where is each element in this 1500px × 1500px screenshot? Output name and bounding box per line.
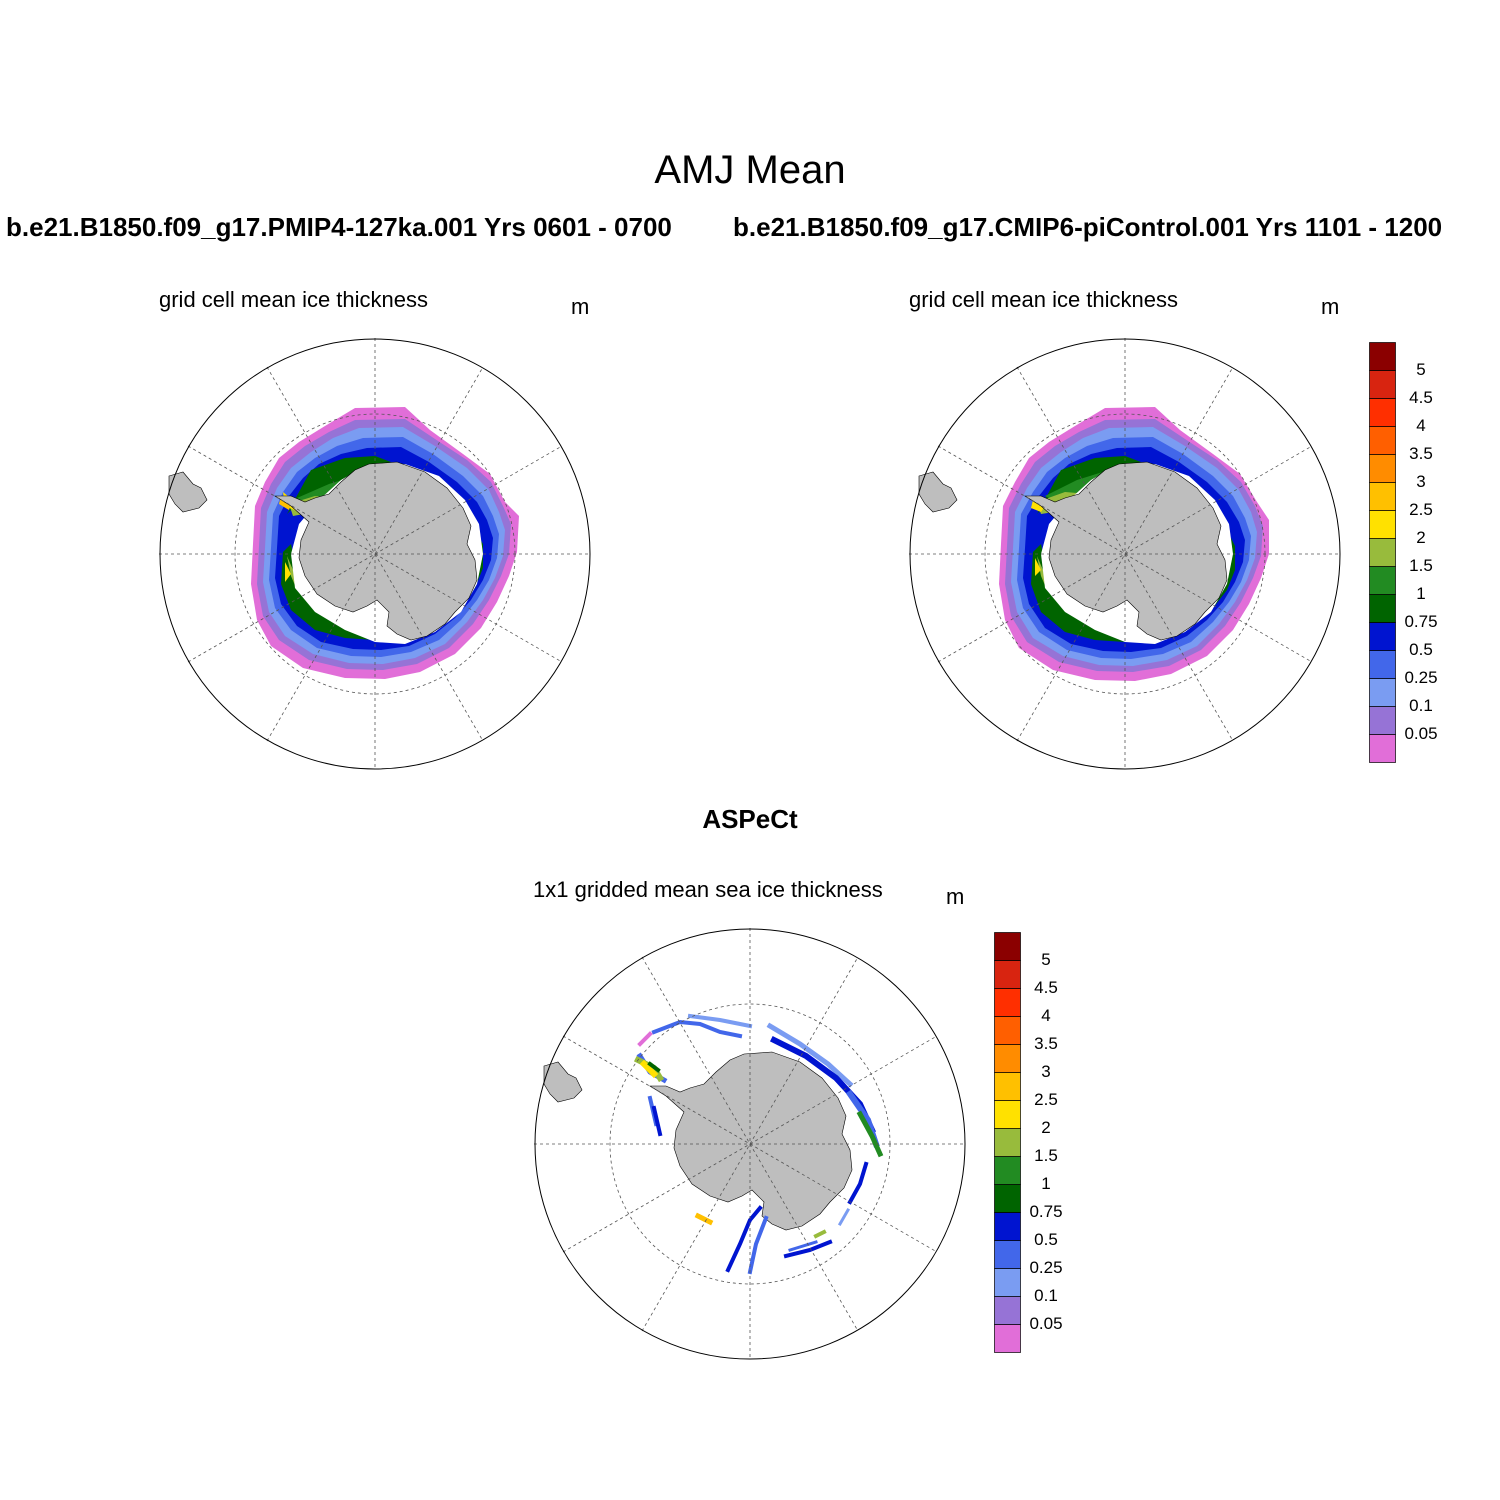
colorbar-swatch <box>994 1016 1021 1045</box>
colorbar-swatch <box>1369 706 1396 735</box>
colorbar-swatch <box>1369 734 1396 763</box>
bottom-antarctica-landmass <box>648 1051 853 1231</box>
colorbar-tick-label: 0.75 <box>1404 612 1438 631</box>
colorbar-tick-label: 1 <box>1416 584 1426 603</box>
right-map-boundary <box>909 338 1341 770</box>
left-map-boundary <box>159 338 591 770</box>
bottom-colorbar: 0.05 0.1 0.25 0.5 0.75 1 1.5 2 2.5 3 3.5 4 4.5 5 <box>994 932 1074 1359</box>
colorbar-swatch <box>994 1044 1021 1073</box>
colorbar-swatch <box>1369 454 1396 483</box>
left-variable-label: grid cell mean ice thickness <box>159 287 429 312</box>
bottom-units-label: m <box>946 884 965 909</box>
left-case-title: b.e21.B1850.f09_g17.PMIP4-127ka.001 Yrs … <box>6 212 672 242</box>
left-polar-map <box>159 338 591 770</box>
bottom-case-title: ASPeCt <box>702 804 798 834</box>
bottom-observation-tracks <box>633 1013 884 1275</box>
colorbar-swatch <box>1369 594 1396 623</box>
colorbar-tick-label: 0.75 <box>1029 1202 1063 1221</box>
bottom-polar-map <box>534 928 966 1360</box>
colorbar-swatch <box>994 960 1021 989</box>
colorbar-swatch <box>1369 650 1396 679</box>
colorbar-tick-label: 3 <box>1416 472 1426 491</box>
colorbar-tick-label: 3.5 <box>1034 1034 1058 1053</box>
colorbar-tick-label: 0.1 <box>1034 1286 1058 1305</box>
colorbar-swatch <box>1369 538 1396 567</box>
right-antarctica-landmass <box>1023 461 1233 644</box>
right-variable-label: grid cell mean ice thickness <box>909 287 1179 312</box>
colorbar-tick-label: 3.5 <box>1409 444 1433 463</box>
colorbar-tick-label: 0.5 <box>1409 640 1433 659</box>
colorbar-swatch <box>1369 678 1396 707</box>
colorbar-tick-label: 4.5 <box>1034 978 1058 997</box>
bottom-south-america-tip <box>543 1061 583 1103</box>
colorbar-tick-label: 4 <box>1041 1006 1051 1025</box>
right-units-label: m <box>1321 294 1340 319</box>
colorbar-tick-label: 5 <box>1416 360 1426 379</box>
colorbar-tick-label: 0.25 <box>1404 668 1438 687</box>
colorbar-tick-label: 2.5 <box>1409 500 1433 519</box>
colorbar-tick-label: 0.1 <box>1409 696 1433 715</box>
colorbar-tick-label: 0.5 <box>1034 1230 1058 1249</box>
colorbar-tick-label: 2 <box>1041 1118 1051 1137</box>
colorbar-swatch <box>994 1240 1021 1269</box>
colorbar-swatch <box>994 1128 1021 1157</box>
colorbar-swatch <box>1369 426 1396 455</box>
colorbar-swatch <box>1369 342 1396 371</box>
colorbar-swatch <box>1369 482 1396 511</box>
bottom-variable-label: 1x1 gridded mean sea ice thickness <box>533 877 883 902</box>
right-map-grid <box>909 338 1341 770</box>
top-colorbar: 0.05 0.1 0.25 0.5 0.75 1 1.5 2 2.5 3 3.5 4 4.5 5 <box>1369 342 1449 769</box>
colorbar-tick-label: 1.5 <box>1409 556 1433 575</box>
bottom-map-grid <box>534 928 966 1360</box>
bottom-map-boundary <box>534 928 966 1360</box>
colorbar-tick-label: 4 <box>1416 416 1426 435</box>
colorbar-swatch <box>994 1324 1021 1353</box>
left-units-label: m <box>571 294 590 319</box>
colorbar-tick-label: 4.5 <box>1409 388 1433 407</box>
colorbar-swatch <box>994 988 1021 1017</box>
colorbar-swatch <box>994 1268 1021 1297</box>
colorbar-swatch <box>994 1156 1021 1185</box>
colorbar-tick-label: 0.25 <box>1029 1258 1063 1277</box>
left-map-grid <box>159 338 591 770</box>
colorbar-tick-label: 2.5 <box>1034 1090 1058 1109</box>
colorbar-tick-label: 5 <box>1041 950 1051 969</box>
figure-title: AMJ Mean <box>654 148 846 192</box>
colorbar-swatch <box>1369 622 1396 651</box>
colorbar-swatch <box>1369 398 1396 427</box>
right-polar-map <box>909 338 1341 770</box>
colorbar-tick-label: 2 <box>1416 528 1426 547</box>
colorbar-tick-label: 0.05 <box>1029 1314 1063 1333</box>
left-south-america-tip <box>168 471 208 513</box>
colorbar-swatch <box>1369 510 1396 539</box>
colorbar-tick-label: 3 <box>1041 1062 1051 1081</box>
colorbar-tick-label: 1.5 <box>1034 1146 1058 1165</box>
colorbar-swatch <box>994 1100 1021 1129</box>
colorbar-swatch <box>994 1212 1021 1241</box>
right-case-title: b.e21.B1850.f09_g17.CMIP6-piControl.001 … <box>733 212 1443 242</box>
colorbar-swatch <box>994 1296 1021 1325</box>
colorbar-swatch <box>1369 370 1396 399</box>
colorbar-swatch <box>1369 566 1396 595</box>
colorbar-tick-label: 1 <box>1041 1174 1051 1193</box>
colorbar-swatch <box>994 932 1021 961</box>
colorbar-tick-label: 0.05 <box>1404 724 1438 743</box>
colorbar-swatch <box>994 1072 1021 1101</box>
right-south-america-tip <box>918 471 958 513</box>
colorbar-swatch <box>994 1184 1021 1213</box>
